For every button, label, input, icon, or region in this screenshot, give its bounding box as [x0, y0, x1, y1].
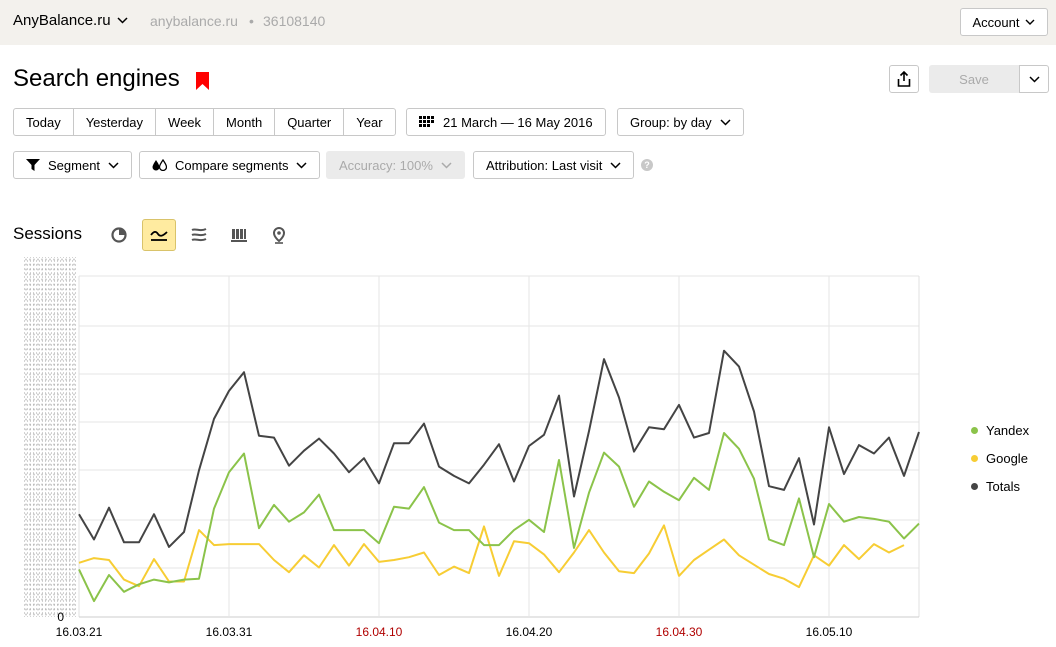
date-range-label: 21 March — 16 May 2016 [443, 114, 593, 130]
legend-label-google: Google [986, 451, 1028, 466]
compare-segments-label: Compare segments [175, 157, 289, 173]
series-line-yandex [78, 432, 920, 603]
legend-item-yandex[interactable]: Yandex [971, 423, 1029, 438]
group-by-select[interactable]: Group: by day [617, 108, 744, 136]
period-today[interactable]: Today [26, 114, 61, 130]
x-tick-label: 16.04.30 [656, 625, 703, 639]
chevron-down-icon [610, 161, 621, 169]
chevron-down-icon [117, 17, 128, 24]
view-map-toggle[interactable] [262, 219, 296, 251]
chevron-down-icon [1028, 75, 1040, 83]
top-bar: AnyBalance.ru anybalance.ru • 36108140 A… [0, 0, 1056, 45]
series-line-totals [78, 349, 920, 548]
chevron-down-icon [108, 161, 119, 169]
x-tick-label: 16.03.31 [206, 625, 253, 639]
chevron-down-icon [720, 118, 731, 126]
bookmark-icon[interactable] [196, 72, 209, 90]
legend-label-yandex: Yandex [986, 423, 1030, 438]
account-button[interactable]: Account [960, 8, 1048, 36]
counter-id: 36108140 [263, 13, 326, 29]
sessions-line-chart: 16.03.21 16.03.31 16.04.10 16.04.20 16.04.30… [56, 275, 920, 639]
chevron-down-icon [1025, 19, 1035, 25]
legend-dot-yandex [971, 427, 978, 434]
metric-label: Sessions [13, 224, 82, 243]
x-tick-label: 16.05.10 [806, 625, 853, 639]
view-pie-toggle[interactable] [102, 219, 136, 251]
compare-segments-button[interactable]: Compare segments [139, 151, 321, 179]
x-tick-label: 16.04.20 [506, 625, 553, 639]
attribution-select[interactable]: Attribution: Last visit [473, 151, 635, 179]
view-line-toggle[interactable] [142, 219, 176, 251]
accuracy-label: Accuracy: 100% [339, 157, 433, 173]
attribution-label: Attribution: Last visit [486, 157, 603, 173]
chevron-down-icon [296, 161, 307, 169]
legend-dot-totals [971, 483, 978, 490]
obscured-axis-labels [24, 257, 76, 617]
save-options-button[interactable] [1019, 65, 1049, 93]
help-icon[interactable]: ? [641, 159, 653, 171]
period-year[interactable]: Year [343, 109, 394, 135]
line-chart-icon [150, 230, 168, 241]
site-url: anybalance.ru [150, 13, 238, 29]
map-pin-icon [272, 226, 286, 244]
segment-label: Segment [48, 157, 101, 173]
accuracy-select[interactable]: Accuracy: 100% [326, 151, 465, 179]
compare-drops-icon [152, 159, 167, 171]
y-tick-label: 0 [57, 610, 64, 624]
period-yesterday[interactable]: Yesterday [72, 109, 155, 135]
period-selector: Today Yesterday Week Month Quarter Year [13, 108, 396, 136]
site-selector[interactable]: AnyBalance.ru [13, 12, 128, 29]
share-icon [897, 71, 911, 87]
x-tick-label: 16.04.10 [356, 625, 403, 639]
area-chart-icon [191, 228, 207, 242]
view-bar-toggle[interactable] [222, 219, 256, 251]
legend-label-totals: Totals [986, 479, 1020, 494]
page-title: Search engines [13, 65, 180, 92]
group-by-label: Group: by day [630, 114, 712, 130]
legend-item-totals[interactable]: Totals [971, 479, 1020, 494]
segment-button[interactable]: Segment [13, 151, 133, 179]
filter-icon [26, 159, 40, 171]
export-button[interactable] [889, 65, 919, 93]
x-tick-label: 16.03.21 [56, 625, 103, 639]
pie-chart-icon [111, 227, 127, 243]
bar-chart-icon [231, 228, 247, 242]
series-line-google [78, 524, 905, 589]
site-name: AnyBalance.ru [13, 12, 111, 29]
legend-item-google[interactable]: Google [971, 451, 1028, 466]
save-button[interactable]: Save [929, 65, 1019, 93]
date-range-button[interactable]: 21 March — 16 May 2016 [406, 108, 606, 136]
period-month[interactable]: Month [213, 109, 274, 135]
account-label: Account [972, 14, 1020, 30]
period-quarter[interactable]: Quarter [274, 109, 343, 135]
period-week[interactable]: Week [155, 109, 213, 135]
chevron-down-icon [441, 161, 452, 169]
calendar-icon [419, 116, 434, 127]
legend-dot-google [971, 455, 978, 462]
view-area-toggle[interactable] [182, 219, 216, 251]
separator-dot: • [249, 13, 254, 29]
